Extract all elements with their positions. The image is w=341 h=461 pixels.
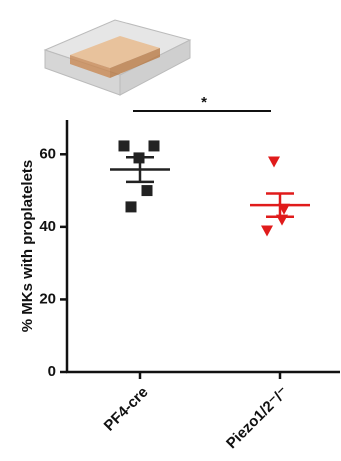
- data-point: [125, 201, 137, 213]
- data-point: [141, 185, 153, 197]
- x-tick-label: Piezo1/2⁻/⁻: [223, 384, 292, 453]
- data-point: [118, 140, 130, 152]
- device-illustration: [43, 19, 192, 96]
- x-tick-label: PF4-cre: [101, 384, 152, 435]
- data-point: [268, 156, 280, 168]
- data-point: [148, 140, 160, 152]
- y-tick-label: 60: [39, 145, 56, 162]
- data-point: [261, 225, 273, 237]
- significance-label: *: [201, 94, 207, 111]
- y-tick-label: 40: [39, 218, 56, 235]
- y-tick-label: 20: [39, 290, 56, 307]
- y-tick-label: 0: [48, 363, 56, 380]
- y-axis-label: % MKs with proplatelets: [19, 160, 36, 333]
